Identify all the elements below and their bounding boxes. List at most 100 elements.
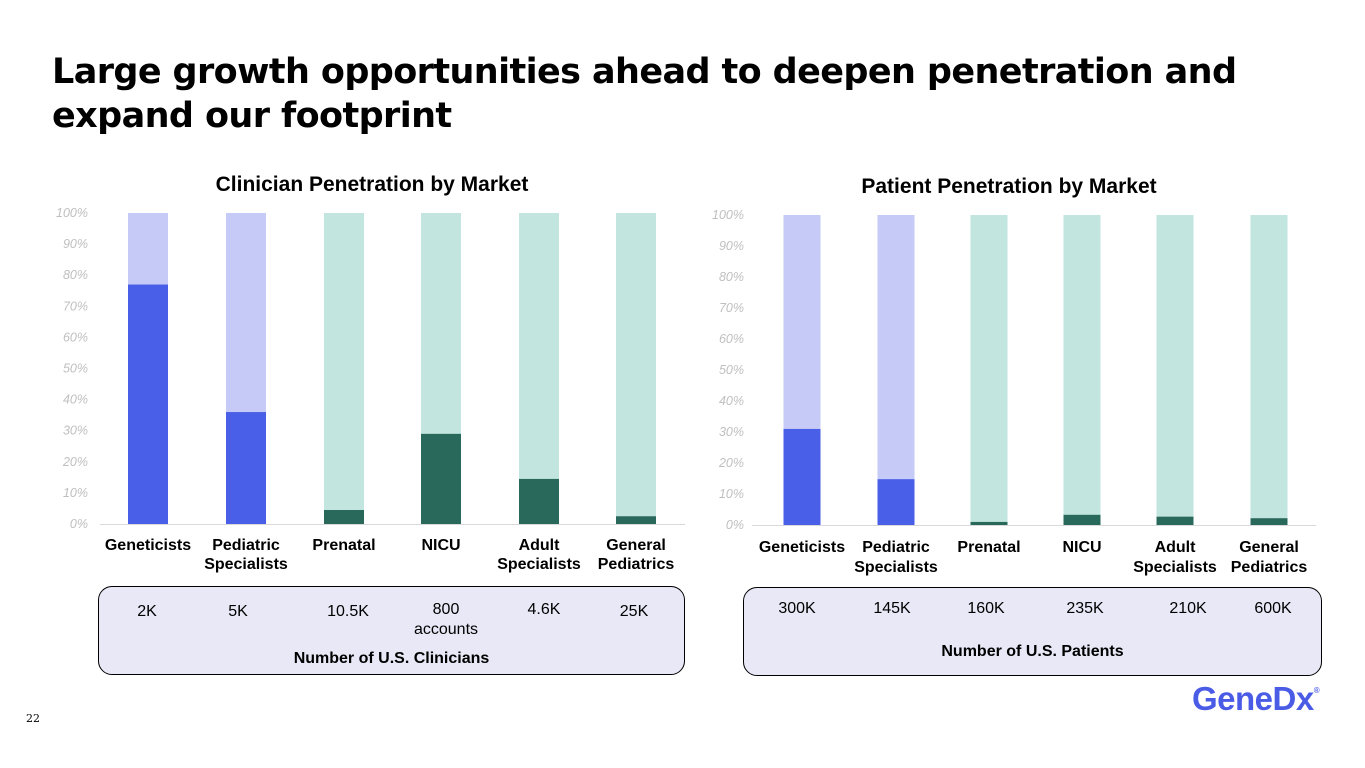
bar-penetration (1156, 516, 1194, 525)
slide-title: Large growth opportunities ahead to deep… (52, 52, 1237, 136)
patient-count: 210K (1169, 600, 1207, 617)
category-label: Adult Specialists (1133, 539, 1217, 576)
bar-remaining (128, 213, 168, 285)
category-label: Prenatal (312, 537, 375, 554)
y-tick-label: 30% (63, 424, 88, 438)
bar-remaining (1063, 215, 1101, 515)
bar-remaining (1156, 215, 1194, 517)
clinician-counts-caption: Number of U.S. Clinicians (293, 650, 490, 667)
clinician-count: 25K (619, 603, 649, 620)
y-tick-label: 0% (70, 517, 88, 531)
bar-remaining (519, 213, 559, 479)
registered-mark: ® (1313, 686, 1320, 695)
category-label-line: NICU (1062, 539, 1101, 556)
category-label: Adult Specialists (497, 537, 581, 573)
category-label-line: Specialists (497, 556, 581, 573)
category-label-line: General (1239, 539, 1299, 556)
category-label-line: Specialists (1133, 559, 1217, 576)
bar-remaining (783, 215, 821, 429)
y-tick-label: 60% (719, 332, 744, 346)
category-label-line: Adult (519, 537, 561, 554)
category-label: General Pediatrics (598, 537, 675, 573)
clinician-count: 2K (137, 603, 157, 620)
category-label-line: Geneticists (759, 539, 845, 556)
bar-penetration (421, 433, 461, 524)
category-label-line: Specialists (204, 556, 288, 573)
y-tick-label: 40% (63, 393, 88, 407)
patient-count: 300K (778, 600, 816, 617)
y-tick-label: 40% (719, 394, 744, 408)
clinician-count: 4.6K (527, 601, 561, 618)
y-tick-label: 50% (719, 363, 744, 377)
bar-remaining (877, 215, 915, 480)
category-label-line: Pediatric (212, 537, 280, 554)
bar-remaining (616, 213, 656, 517)
category-label-line: Adult (1155, 539, 1197, 556)
y-tick-label: 10% (719, 487, 744, 501)
logo-text: GeneDx (1192, 680, 1314, 717)
category-label-line: Specialists (854, 559, 938, 576)
bar-remaining (324, 213, 364, 511)
clinician-count-value: 800 (432, 601, 460, 618)
bar-remaining (1250, 215, 1288, 519)
bar-remaining (970, 215, 1008, 522)
category-label-line: General (606, 537, 666, 554)
y-tick-label: 90% (719, 239, 744, 253)
y-tick-label: 20% (62, 455, 88, 469)
bar-remaining (421, 213, 461, 434)
y-tick-label: 70% (63, 299, 88, 313)
clinician-count: 800 accounts (401, 600, 491, 640)
category-label-line: NICU (421, 537, 460, 554)
y-tick-label: 100% (712, 208, 744, 222)
bar-penetration (1063, 514, 1101, 525)
y-tick-label: 0% (726, 518, 744, 532)
category-label: Geneticists (105, 537, 191, 554)
patient-count: 235K (1066, 600, 1104, 617)
category-label-line: Pediatric (862, 539, 930, 556)
patient-count: 145K (873, 600, 911, 617)
genedx-logo: GeneDx® (1192, 680, 1320, 718)
clinician-counts-box: 2K 5K 10.5K 800 accounts 4.6K 25K Number… (98, 586, 685, 675)
bar-penetration (616, 516, 656, 524)
category-label-line: Prenatal (312, 537, 375, 554)
y-tick-label: 90% (63, 237, 88, 251)
page-number: 22 (26, 712, 40, 725)
bar-penetration (324, 510, 364, 524)
category-label: Pediatric Specialists (204, 537, 288, 573)
bar-penetration (1250, 518, 1288, 525)
y-tick-label: 10% (63, 486, 88, 500)
patient-count: 160K (967, 600, 1005, 617)
chart-title: Patient Penetration by Market (861, 175, 1156, 198)
y-tick-label: 20% (718, 456, 744, 470)
category-label-line: Geneticists (105, 537, 191, 554)
patient-count: 600K (1254, 600, 1292, 617)
category-label-line: Pediatrics (1231, 559, 1308, 576)
category-label-line: Prenatal (957, 539, 1020, 556)
y-tick-label: 60% (63, 330, 88, 344)
bar-penetration (783, 428, 821, 525)
clinician-count: 5K (228, 603, 248, 620)
category-label: Prenatal (957, 539, 1020, 556)
chart-title: Clinician Penetration by Market (216, 173, 529, 196)
category-label: NICU (421, 537, 460, 554)
bar-penetration (519, 478, 559, 524)
patient-counts-box: 300K 145K 160K 235K 210K 600K Number of … (743, 587, 1322, 676)
bar-penetration (128, 284, 168, 524)
category-label: Pediatric Specialists (854, 539, 938, 576)
category-label: General Pediatrics (1231, 539, 1308, 576)
y-tick-label: 80% (63, 268, 88, 282)
y-tick-label: 30% (719, 425, 744, 439)
category-label-line: Pediatrics (598, 556, 675, 573)
y-tick-label: 80% (719, 270, 744, 284)
category-label: Geneticists (759, 539, 845, 556)
clinician-count: 10.5K (327, 603, 369, 620)
y-tick-label: 50% (63, 362, 88, 376)
bar-penetration (226, 412, 266, 524)
bar-penetration (877, 479, 915, 525)
patient-counts-caption: Number of U.S. Patients (941, 643, 1124, 660)
y-tick-label: 100% (56, 206, 88, 220)
bar-penetration (970, 521, 1008, 525)
clinician-count-sub: accounts (413, 621, 479, 638)
